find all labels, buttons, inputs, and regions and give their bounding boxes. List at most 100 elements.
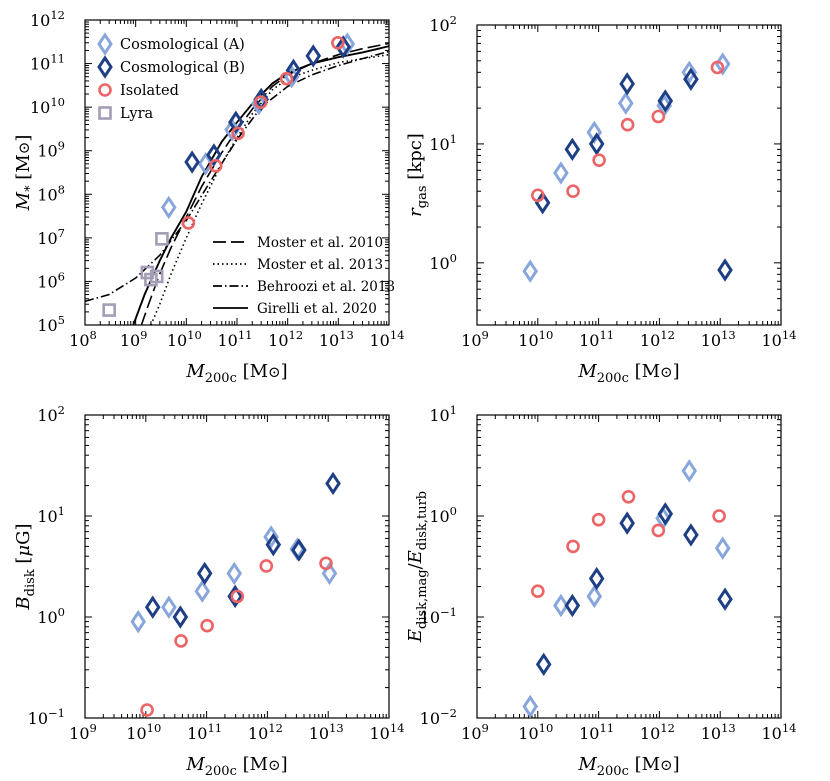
point-cosmo_b — [206, 143, 222, 167]
point-cosmo_b — [285, 58, 302, 83]
point-isolated — [174, 634, 188, 648]
point-isolated — [259, 559, 274, 573]
point-cosmo_b — [717, 587, 733, 611]
x-tick-label: 109 — [69, 721, 97, 743]
x-axis-label: M200c [M⊙] — [577, 361, 679, 386]
point-cosmo_b — [657, 502, 674, 526]
y-axis-label: Edisk,mag/Edisk,turb — [405, 491, 430, 643]
point-cosmo_b — [184, 150, 200, 174]
y-tick-label: 105 — [37, 313, 65, 335]
x-tick-label: 1011 — [579, 328, 614, 350]
y-tick-label: 10−1 — [420, 605, 457, 627]
x-tick-label: 1013 — [319, 328, 354, 350]
point-isolated — [651, 523, 666, 538]
ticks-bdisk — [84, 414, 390, 719]
line-dotted — [150, 53, 389, 325]
point-lyra — [155, 232, 169, 246]
point-lyra — [140, 265, 155, 280]
x-tick-label: 1013 — [309, 721, 344, 743]
legend-marker-cosmo_b — [97, 55, 113, 79]
point-isolated — [620, 117, 635, 132]
y-tick-label: 101 — [429, 403, 457, 425]
y-tick-label: 100 — [429, 251, 457, 273]
line-legend-label: Behroozi et al. 2013 — [257, 279, 395, 295]
x-tick-label: 1011 — [217, 328, 252, 350]
x-tick-label: 1012 — [248, 721, 283, 743]
line-legend-label: Moster et al. 2010 — [257, 235, 383, 251]
point-cosmo_a — [617, 91, 634, 115]
point-cosmo_b — [564, 593, 581, 618]
x-tick-label: 108 — [69, 328, 97, 350]
point-cosmo_a — [321, 561, 338, 586]
panel-eratio: M200c [M⊙] Edisk,mag/Edisk,turb — [405, 414, 782, 779]
legend-marker-isolated — [98, 83, 112, 97]
panel-rgas: M200c [M⊙] rgas [kpc] — [405, 24, 782, 386]
point-lyra — [102, 303, 116, 317]
x-tick-label: 1010 — [518, 721, 553, 743]
legend-marker-lyra — [98, 106, 112, 120]
point-lyra — [149, 269, 164, 284]
point-cosmo_b — [305, 44, 322, 68]
x-tick-label: 1010 — [167, 328, 202, 350]
point-cosmo_b — [564, 137, 581, 162]
point-cosmo_a — [160, 195, 177, 220]
point-isolated — [319, 556, 333, 571]
point-cosmo_a — [522, 259, 539, 283]
legend-label: Lyra — [120, 106, 153, 122]
y-tick-label: 1010 — [30, 95, 65, 117]
x-tick-label: 1014 — [369, 328, 404, 350]
axes-frame — [476, 24, 782, 326]
y-tick-label: 102 — [37, 403, 65, 425]
panel-bdisk: M200c [M⊙] Bdisk [μG] — [13, 414, 390, 779]
panel-mstar: M200c [M⊙] M* [M⊙] Cosmological (A)Cosmolo… — [13, 19, 395, 386]
x-tick-label: 1013 — [701, 721, 736, 743]
y-tick-label: 101 — [429, 132, 457, 154]
point-isolated — [591, 512, 606, 527]
legend-label: Isolated — [120, 83, 179, 99]
point-cosmo_a — [226, 561, 243, 586]
axes-frame — [84, 414, 390, 719]
point-cosmo_b — [683, 67, 699, 91]
marker-legend: Cosmological (A) Cosmological (B) Isolated… — [120, 37, 245, 122]
y-tick-label: 1012 — [30, 8, 65, 30]
point-cosmo_a — [194, 579, 211, 603]
point-isolated — [254, 95, 268, 109]
point-isolated — [279, 71, 294, 86]
point-isolated — [712, 509, 726, 523]
legend-marker-cosmo_a — [97, 32, 113, 56]
y-tick-label: 10−2 — [420, 706, 457, 728]
point-cosmo_b — [588, 566, 605, 591]
x-tick-label: 109 — [120, 328, 148, 350]
x-tick-label: 109 — [461, 721, 489, 743]
y-tick-label: 100 — [429, 504, 457, 526]
x-tick-label: 1013 — [701, 328, 736, 350]
x-tick-label: 1011 — [187, 721, 222, 743]
y-tick-label: 107 — [37, 226, 65, 248]
point-isolated — [181, 216, 196, 230]
point-isolated — [230, 589, 245, 604]
x-axis-label: M200c [M⊙] — [185, 754, 287, 779]
point-cosmo_a — [263, 525, 279, 549]
point-cosmo_b — [325, 471, 341, 496]
x-tick-label: 1014 — [761, 328, 796, 350]
point-cosmo_a — [681, 459, 698, 483]
legend-label: Cosmological (A) — [120, 37, 245, 53]
point-cosmo_b — [683, 523, 699, 547]
x-tick-label: 1012 — [640, 721, 675, 743]
point-cosmo_b — [144, 595, 161, 619]
point-cosmo_a — [586, 584, 603, 609]
y-axis-label: M* [M⊙] — [13, 135, 38, 212]
y-tick-label: 1011 — [30, 52, 65, 74]
x-axis-label: M200c [M⊙] — [185, 361, 287, 386]
point-cosmo_a — [522, 694, 539, 719]
point-cosmo_a — [714, 536, 731, 560]
axes-frame — [84, 19, 390, 326]
y-tick-label: 10−1 — [28, 706, 65, 728]
point-isolated — [566, 539, 580, 554]
point-cosmo_a — [197, 152, 214, 176]
ticks-eratio — [476, 414, 782, 719]
point-isolated — [200, 618, 214, 633]
point-isolated — [566, 184, 580, 199]
axes-frame — [476, 414, 782, 719]
